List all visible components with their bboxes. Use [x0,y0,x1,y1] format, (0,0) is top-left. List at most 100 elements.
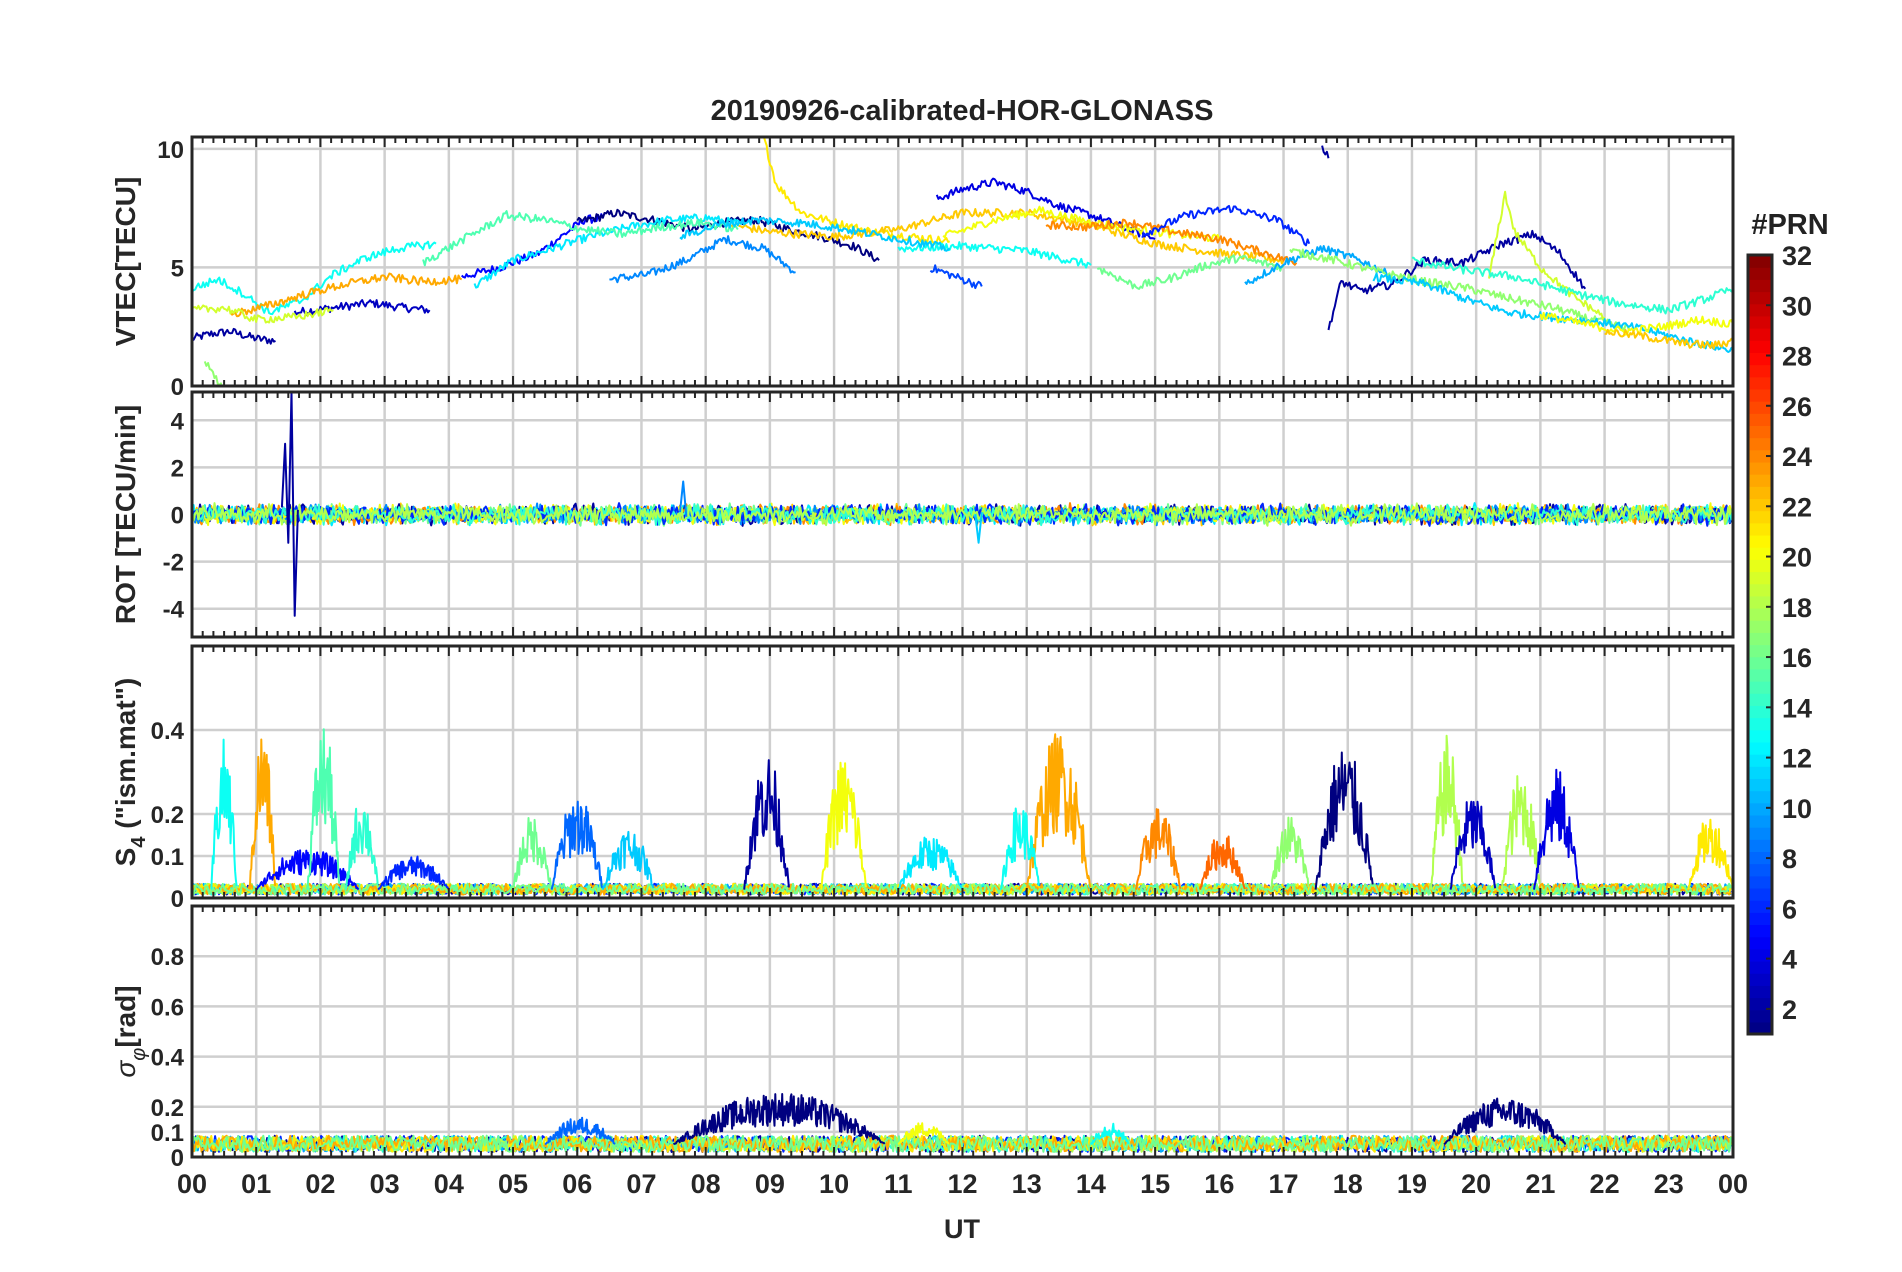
y-tick-label: 0 [171,503,184,530]
colorbar-segment [1748,668,1772,682]
y-tick-label: 0 [171,1145,184,1172]
colorbar-tick-label: 16 [1782,643,1812,673]
colorbar-frame [1746,253,1774,1036]
y-tick-label: 10 [157,137,184,164]
vtec-trace-prn-19 [192,304,334,324]
y-axis-label-vtec: VTEC[TECU] [110,177,141,347]
colorbar-segment [1748,364,1772,378]
y-tick-label: 0.6 [151,994,184,1021]
y-tick-label: -4 [163,597,185,624]
x-tick-label: 10 [819,1169,849,1199]
s4-burst-prn-2 [743,759,790,890]
colorbar-tick-label: 10 [1782,794,1812,824]
colorbar-segment [1748,985,1772,999]
colorbar-segment [1748,936,1772,950]
rot-noise-prn-18 [192,502,1733,527]
colorbar-segment [1748,778,1772,792]
x-tick-label: 21 [1525,1169,1555,1199]
colorbar-tick-label: 18 [1782,593,1812,623]
rot-spike-prn-2 [280,392,299,617]
colorbar-segment [1748,681,1772,694]
colorbar-tick-label: 30 [1782,291,1812,321]
colorbar-segment [1748,887,1772,901]
colorbar-segment [1748,827,1772,840]
colorbar-segment [1748,851,1772,865]
s4-burst-prn-24 [1134,808,1182,890]
s4-burst-prn-8 [550,800,604,890]
colorbar-segment [1748,340,1772,353]
vtec-trace-prn-7 [929,264,983,290]
colorbar-segment [1748,522,1772,536]
x-tick-label: 04 [434,1169,464,1199]
vtec-trace-prn-6 [1141,204,1311,247]
colorbar-segment [1748,413,1772,427]
colorbar-segment [1748,839,1772,853]
x-tick-label: 07 [626,1169,656,1199]
panel-rot: -4 -2 0 2 4 ROT [TECU/min] [110,390,1735,639]
colorbar-tick-label: 2 [1782,995,1797,1025]
colorbar-segment [1748,425,1772,439]
colorbar-segment [1748,498,1772,512]
sigma-floor-prn-16 [192,1134,1733,1153]
colorbar-segment [1748,474,1772,487]
colorbar-segment [1748,583,1772,597]
vtec-trace-prn-15 [422,210,739,267]
x-tick-label: 11 [884,1169,913,1199]
colorbar-tick-label: 4 [1782,945,1797,975]
colorbar-segment [1748,352,1772,366]
rot-spike-prn-9 [679,480,688,517]
vtec-trace-prn-5 [461,213,604,279]
vtec-trace-prn-10 [1244,245,1393,285]
s4-burst-prn-25 [1199,835,1246,890]
y-tick-label: 4 [171,408,185,435]
y-label-subscript: φ [128,1048,150,1061]
colorbar-segment [1748,534,1772,548]
colorbar-segment [1748,486,1772,500]
colorbar-segment [1748,814,1772,828]
y-label-main: S [110,848,141,867]
colorbar-segment [1748,620,1772,633]
x-tick-label: 14 [1076,1169,1106,1199]
colorbar-segment [1748,255,1772,268]
rot-spike-prn-11 [974,511,983,544]
colorbar-segment [1748,315,1772,329]
colorbar-tick-label: 24 [1782,442,1812,472]
colorbar-tick-label: 8 [1782,844,1797,874]
colorbar-segment [1748,924,1772,938]
s4-burst-prn-1 [1314,751,1374,890]
colorbar-segment [1748,790,1772,804]
vtec-trace-prn-19 [1488,190,1606,321]
x-tick-label: 18 [1333,1169,1363,1199]
s4-burst-prn-5 [255,849,360,891]
vtec-trace-prn-21 [762,137,951,245]
y-tick-label: 0.1 [151,844,184,871]
x-tick-label: 20 [1461,1169,1491,1199]
colorbar-segment [1748,717,1772,731]
y-tick-label: 0.8 [151,944,184,971]
y-tick-label: 2 [171,455,184,482]
y-axis-label-sigma: σφ[rad] [110,985,150,1077]
panel-vtec: 0 5 10 VTEC[TECU] [110,135,1735,401]
colorbar-segment [1748,510,1772,524]
y-tick-label: 0.4 [151,718,185,745]
x-tick-label: 09 [755,1169,785,1199]
colorbar-segment [1748,644,1772,658]
panel-sigma: 00.10.20.40.60.8σφ[rad]00 01 02 03 04 05 06 07 0… [110,904,1748,1199]
rot-noise-prn-14 [192,503,1733,527]
colorbar-tick-label: 6 [1782,894,1797,924]
s4-burst-prn-12 [897,836,964,891]
x-tick-label: 12 [947,1169,977,1199]
colorbar-segment [1748,547,1772,560]
colorbar-segment [1748,863,1772,877]
colorbar-segment [1748,693,1772,706]
colorbar-segment [1748,595,1772,609]
x-tick-label: 19 [1397,1169,1427,1199]
colorbar-segment [1748,705,1772,719]
colorbar-segment [1748,960,1772,974]
colorbar-segment [1748,376,1772,390]
traces-vtec [192,137,1733,386]
x-tick-label: 08 [691,1169,721,1199]
s4-burst-prn-15 [306,728,341,890]
